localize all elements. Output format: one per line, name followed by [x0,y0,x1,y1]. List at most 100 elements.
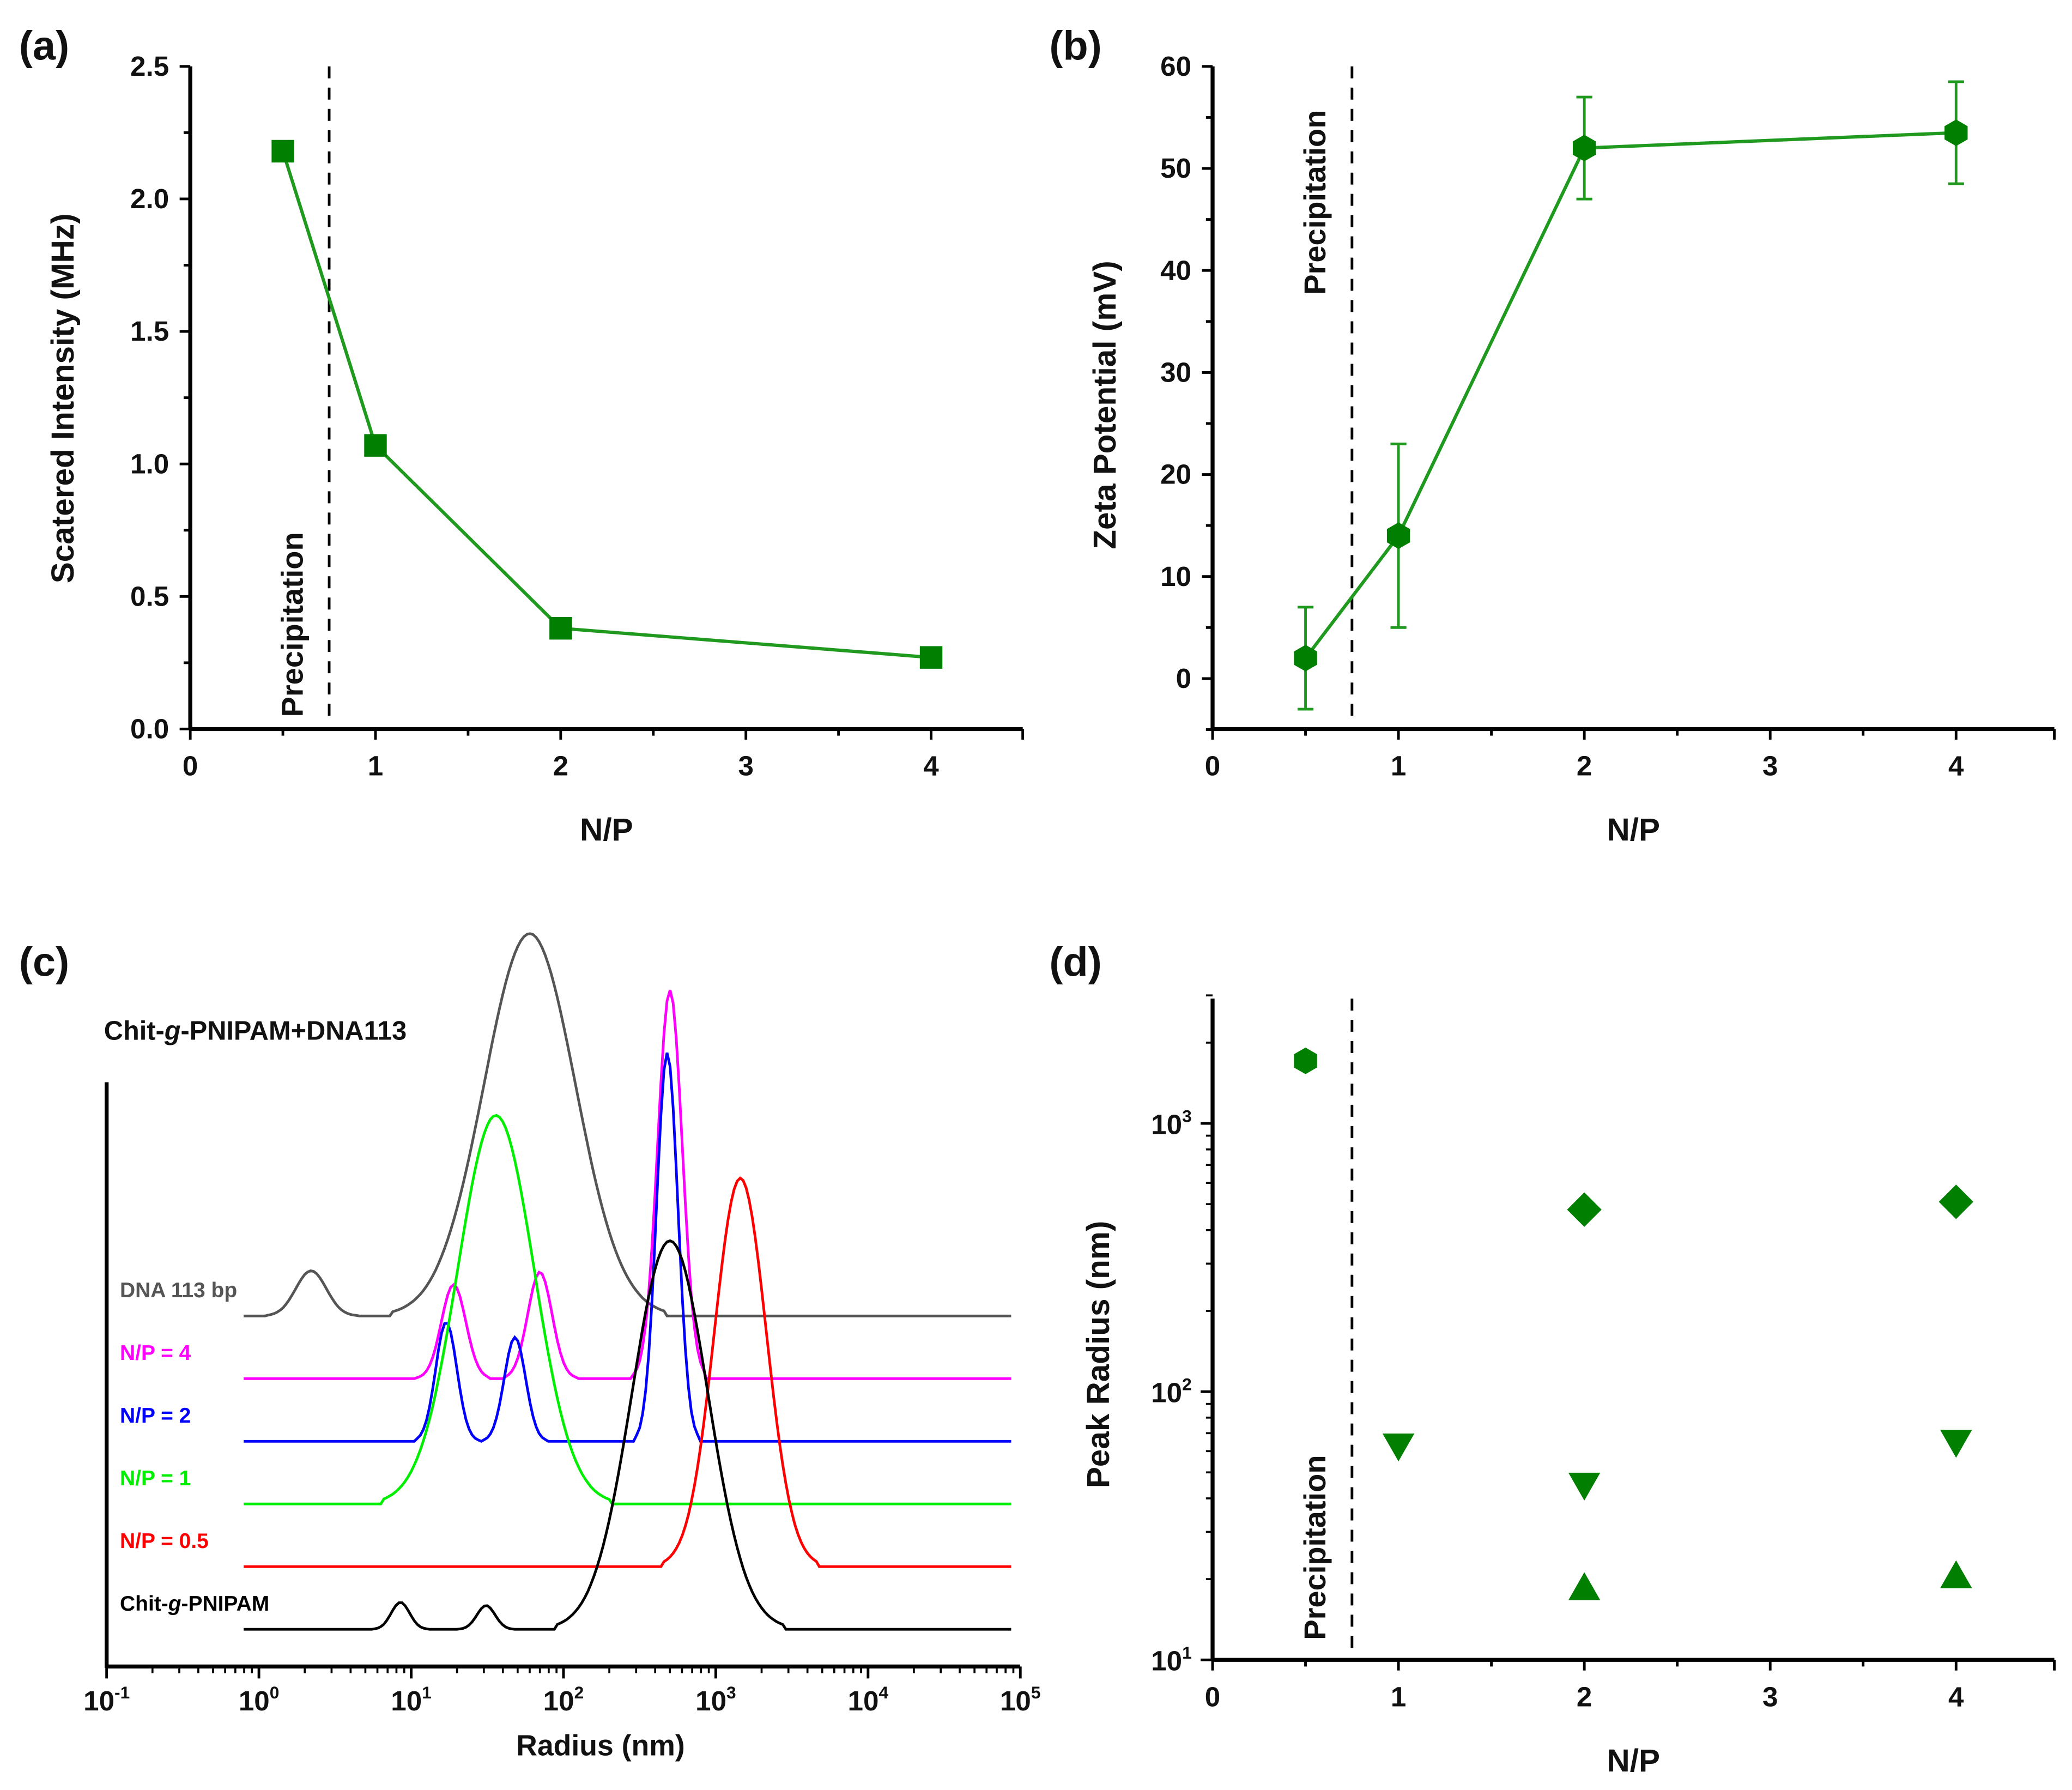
panel-label: (a) [19,23,69,69]
data-point-triangle-down [1940,1430,1972,1458]
title-part-italic: g [164,1017,181,1046]
series-label: N/P = 4 [120,1341,191,1365]
y-tick-label: 0 [1176,663,1191,694]
x-tick-label: 4 [1948,1682,1964,1713]
tick-base: 10 [1000,1685,1031,1716]
y-tick-label: 10 [1160,561,1191,592]
tick-exp: 3 [1182,1106,1192,1126]
distribution-curve [244,1114,1011,1505]
tick-exp: 5 [1031,1683,1041,1702]
tick-base: 10 [83,1685,114,1716]
distribution-curve [244,1176,1011,1568]
y-tick-label: 1.0 [130,448,169,479]
series-label: DNA 113 bp [120,1279,237,1302]
y-axis-title: Peak Radius (nm) [1081,1221,1116,1489]
data-point-hexagon [1944,119,1968,146]
title-part: Chit- [104,1017,165,1046]
x-tick-label: 4 [923,751,939,782]
panel-label: (c) [19,940,69,985]
chart-title: Chit-g-PNIPAM+DNA113 [104,1017,407,1046]
data-point-diamond [1567,1192,1602,1227]
tick-base: 10 [239,1685,270,1716]
x-axis-title: N/P [580,812,633,848]
tick-base: 10 [543,1685,574,1716]
data-point-diamond [1938,1184,1973,1219]
label-part: Chit- [120,1592,168,1616]
x-tick-label: 10-1 [83,1683,130,1716]
tick-base: 10 [391,1685,422,1716]
tick-exp: 1 [1182,1643,1192,1662]
y-tick-label: 40 [1160,255,1191,286]
x-tick-label: 2 [553,751,568,782]
x-axis-title: Radius (nm) [516,1729,685,1762]
distribution-curve [244,1239,1011,1631]
distribution-curve [244,989,1011,1380]
tick-base: 10 [848,1685,879,1716]
tick-base: 10 [1151,1109,1182,1140]
data-point-hexagon [1294,1047,1317,1074]
series-label: N/P = 1 [120,1467,191,1490]
tick-exp: 2 [1182,1375,1192,1394]
precipitation-label: Precipitation [1298,1455,1332,1640]
data-point-triangle-down [1382,1433,1415,1462]
series-label: N/P = 2 [120,1404,191,1428]
data-point-triangle-down [1568,1472,1601,1501]
x-tick-label: 2 [1577,1682,1592,1713]
tick-exp: 1 [422,1683,432,1702]
label-part-italic: g [168,1592,181,1616]
y-tick-label: 0.0 [130,713,169,745]
x-tick-label: 104 [848,1683,889,1716]
x-tick-label: 102 [543,1683,584,1716]
y-tick-label: 102 [1151,1375,1192,1408]
x-tick-label: 4 [1948,751,1964,782]
data-point-triangle-up [1568,1572,1601,1600]
x-tick-label: 3 [738,751,753,782]
panel-label: (b) [1049,23,1101,69]
panel-a-scattered-intensity: 0 1 2 3 4 N/P 0.0 0.5 1.0 1.5 2.0 2.5 Scatered Inten… [45,51,1025,848]
precipitation-label: Precipitation [1298,110,1332,295]
x-tick-label: 3 [1762,751,1778,782]
x-tick-label: 2 [1577,751,1592,782]
x-tick-label: 0 [183,751,198,782]
y-tick-label: 60 [1160,51,1191,82]
distribution-curve [244,1052,1011,1443]
y-tick-label: 0.5 [130,580,169,612]
tick-exp: 0 [270,1683,280,1702]
x-tick-label: 0 [1205,1682,1220,1713]
x-tick-label: 105 [1000,1683,1041,1716]
label-part: -PNIPAM [181,1592,270,1616]
y-tick-label: 30 [1160,356,1191,388]
tick-exp: 3 [726,1683,736,1702]
y-axis-title: Zeta Potential (mV) [1087,261,1123,549]
tick-base: 10 [695,1685,726,1716]
series-label: Chit-g-PNIPAM [120,1592,269,1616]
data-point-square [364,434,387,457]
tick-base: 10 [1151,1646,1182,1677]
x-axis-title: N/P [1607,812,1660,848]
y-tick-label: 20 [1160,459,1191,490]
data-point-square [271,140,294,163]
y-tick-label: 50 [1160,153,1191,184]
y-tick-label: 1.5 [130,316,169,347]
y-tick-label: 103 [1151,1106,1192,1140]
tick-exp: 4 [879,1683,888,1702]
data-point-hexagon [1294,645,1317,672]
data-point-square [549,616,572,640]
data-point-square [919,646,943,669]
tick-exp: 2 [574,1683,584,1702]
panel-b-zeta-potential: 0 1 2 3 4 N/P 0 10 20 30 40 50 60 Zeta Potential (mV)… [1087,51,2056,848]
x-tick-label: 101 [391,1683,432,1716]
tick-exp: -1 [114,1683,130,1702]
x-tick-label: 100 [239,1683,280,1716]
panel-label: (d) [1049,940,1101,985]
x-tick-label: 1 [368,751,383,782]
series-line [1304,131,1956,660]
y-axis-title: Scatered Intensity (MHz) [45,213,81,583]
y-tick-label: 2.5 [130,51,169,82]
x-tick-label: 103 [695,1683,736,1716]
precipitation-label: Precipitation [275,532,309,717]
data-point-hexagon [1386,522,1410,549]
series-label: N/P = 0.5 [120,1529,209,1553]
